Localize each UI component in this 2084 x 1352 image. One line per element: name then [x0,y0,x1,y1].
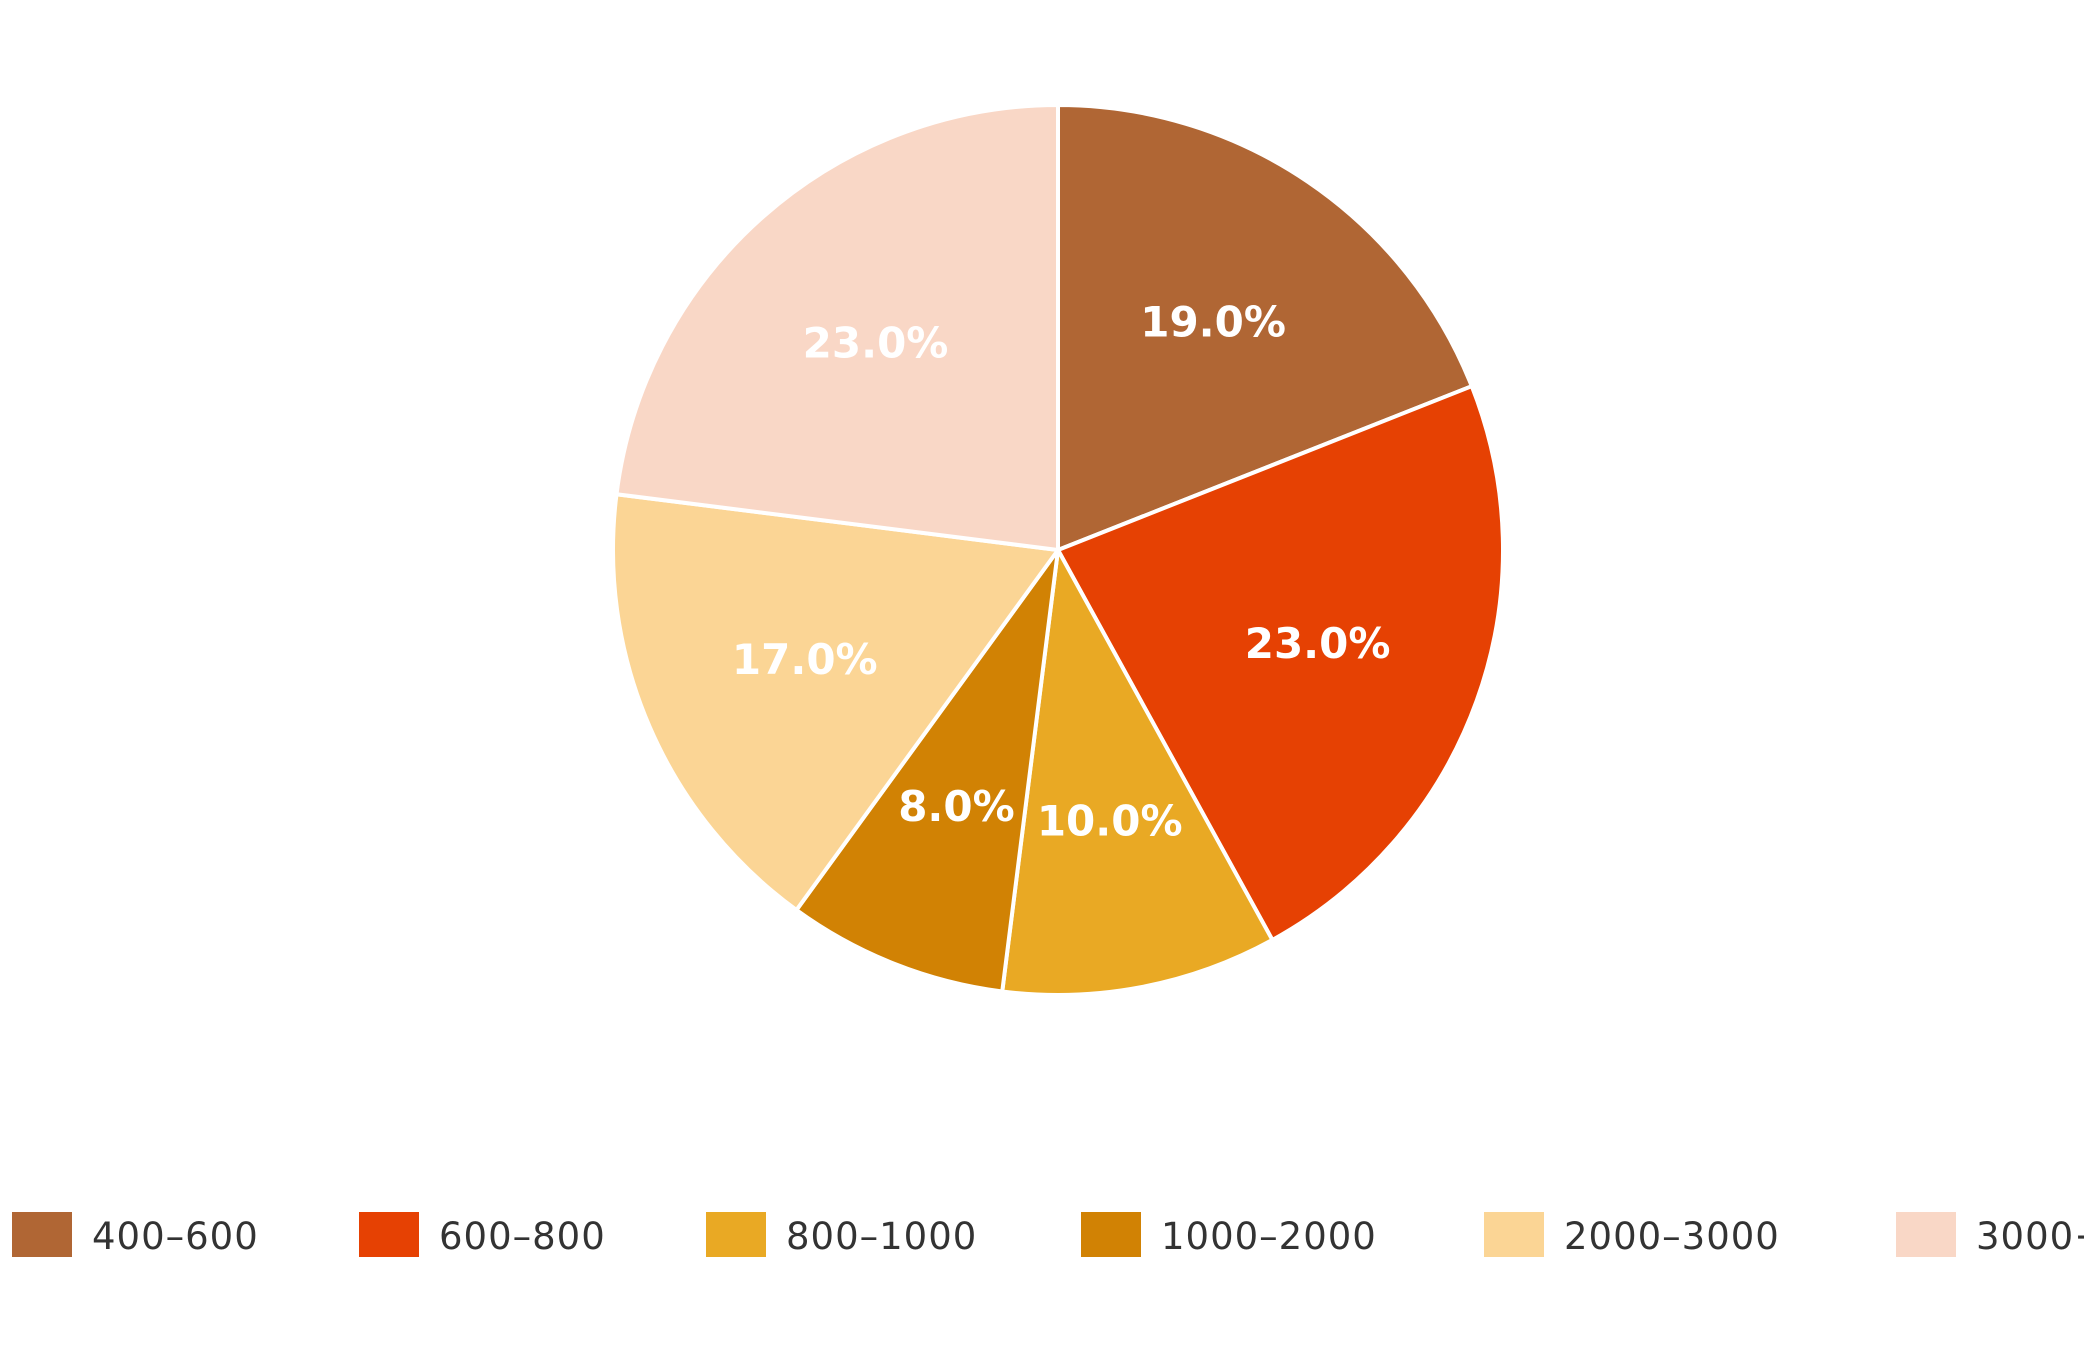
legend-swatch [1081,1212,1141,1257]
legend-swatch [1484,1212,1544,1257]
legend: 400–600 600–800 800–1000 1000–2000 2000–3000… [12,1212,2084,1258]
pie-slices [611,103,1505,997]
legend-swatch [706,1212,766,1257]
legend-swatch [359,1212,419,1257]
legend-label: 1000–2000 [1161,1215,1377,1258]
legend-label: 3000+ [1976,1215,2084,1258]
legend-label: 400–600 [92,1215,259,1258]
pie-slice-800-1000 [1000,548,1275,997]
slice-label-2000-3000: 17.0% [732,635,878,684]
legend-label: 800–1000 [786,1215,977,1258]
legend-item-800-1000: 800–1000 [706,1212,977,1258]
legend-item-2000-3000: 2000–3000 [1484,1212,1780,1258]
pie-slice-400-600 [1056,103,1474,552]
pie-slice-labels: 19.0% 23.0% 10.0% 8.0% 17.0% 23.0% [732,297,1391,845]
slice-label-400-600: 19.0% [1140,297,1286,346]
slice-label-1000-2000: 8.0% [898,782,1014,831]
legend-swatch [12,1212,72,1257]
slice-label-600-800: 23.0% [1245,619,1391,668]
legend-label: 600–800 [439,1215,606,1258]
legend-item-3000-plus: 3000+ [1896,1212,2084,1258]
legend-swatch [1896,1212,1956,1257]
pie-slice-600-800 [1056,384,1505,942]
pie-slice-1000-2000 [794,548,1060,994]
slice-label-800-1000: 10.0% [1037,797,1183,846]
legend-item-600-800: 600–800 [359,1212,606,1258]
pie-slice-2000-3000 [611,492,1060,913]
slice-label-3000-plus: 23.0% [803,319,949,368]
pie-slice-3000-plus [614,103,1060,552]
legend-item-1000-2000: 1000–2000 [1081,1212,1377,1258]
legend-label: 2000–3000 [1564,1215,1780,1258]
legend-item-400-600: 400–600 [12,1212,259,1258]
